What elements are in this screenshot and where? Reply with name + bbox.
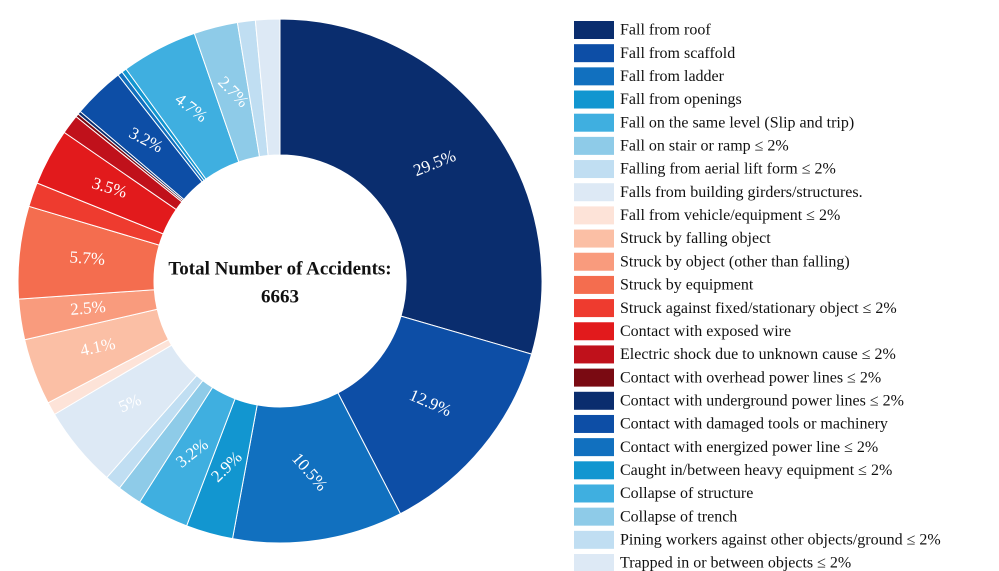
legend-label: Trapped in or between objects ≤ 2% <box>620 555 851 571</box>
legend-label: Fall from vehicle/equipment ≤ 2% <box>620 207 840 224</box>
legend-label: Struck by object (other than falling) <box>620 253 850 270</box>
legend-swatch <box>574 322 614 341</box>
legend-swatch <box>574 414 614 433</box>
legend-label: Pining workers against other objects/gro… <box>620 531 941 548</box>
legend-swatch <box>574 44 614 63</box>
legend-swatch <box>574 484 614 503</box>
legend-label: Fall from openings <box>620 91 742 108</box>
slice-label: 2.5% <box>69 297 106 319</box>
legend-label: Struck by equipment <box>620 277 754 294</box>
slice-label: 5.7% <box>69 247 106 268</box>
legend-label: Falling from aerial lift form ≤ 2% <box>620 161 836 178</box>
legend-swatch <box>574 160 614 179</box>
legend-label: Contact with energized power line ≤ 2% <box>620 439 878 456</box>
legend-swatch <box>574 299 614 318</box>
legend-label: Contact with overhead power lines ≤ 2% <box>620 369 881 386</box>
slice <box>254 18 281 157</box>
legend-label: Electric shock due to unknown cause ≤ 2% <box>620 346 896 363</box>
legend-swatch <box>574 206 614 225</box>
legend-swatch <box>574 113 614 132</box>
legend-label: Fall from roof <box>620 22 711 39</box>
legend-swatch <box>574 461 614 480</box>
legend-label: Struck by falling object <box>620 230 771 247</box>
legend-label: Contact with exposed wire <box>620 323 791 340</box>
legend-swatch <box>574 136 614 155</box>
legend-label: Fall on the same level (Slip and trip) <box>620 114 854 131</box>
legend-swatch <box>574 252 614 271</box>
legend-label: Collapse of trench <box>620 508 737 525</box>
legend-label: Fall on stair or ramp ≤ 2% <box>620 138 789 155</box>
legend-swatch <box>574 67 614 86</box>
legend-swatch <box>574 391 614 410</box>
legend-label: Contact with underground power lines ≤ 2… <box>620 392 904 409</box>
legend-swatch <box>574 438 614 457</box>
legend-swatch <box>574 183 614 202</box>
center-total: 6663 <box>261 286 299 307</box>
legend-swatch <box>574 90 614 109</box>
center-title: Total Number of Accidents: <box>168 258 391 279</box>
legend-label: Fall from ladder <box>620 68 725 85</box>
legend-label: Falls from building girders/structures. <box>620 184 863 201</box>
legend-label: Contact with damaged tools or machinery <box>620 416 888 433</box>
legend-label: Struck against fixed/stationary object ≤… <box>620 300 897 317</box>
legend-swatch <box>574 345 614 364</box>
legend-swatch <box>574 530 614 549</box>
legend-swatch <box>574 507 614 526</box>
legend-label: Fall from scaffold <box>620 45 735 62</box>
slice <box>337 315 533 515</box>
legend-swatch <box>574 368 614 387</box>
legend-label: Caught in/between heavy equipment ≤ 2% <box>620 462 892 479</box>
legend-swatch <box>574 275 614 294</box>
legend-swatch <box>574 21 614 39</box>
legend-swatch <box>574 554 614 571</box>
legend-swatch <box>574 229 614 248</box>
legend-label: Collapse of structure <box>620 485 753 502</box>
slice <box>279 18 543 355</box>
